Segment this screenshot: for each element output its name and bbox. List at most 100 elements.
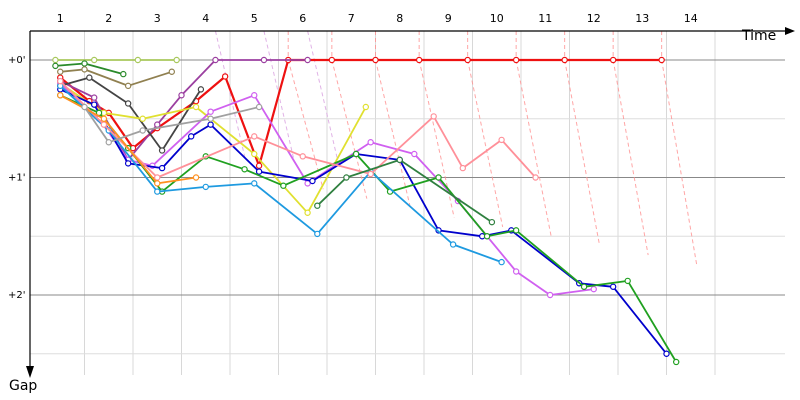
series-point	[168, 68, 175, 75]
series-point	[624, 277, 631, 285]
series-point	[207, 121, 214, 128]
series-line	[60, 68, 173, 87]
series-point	[498, 136, 505, 144]
y-axis-title: Gap	[9, 378, 37, 394]
series-point	[100, 121, 108, 128]
x-tick-label: 10	[490, 12, 504, 25]
dashed-connector	[375, 59, 411, 209]
series-point	[192, 103, 200, 111]
series-point	[430, 113, 437, 120]
x-tick-label: 13	[635, 12, 649, 25]
series-point	[411, 150, 418, 158]
x-tick-label: 4	[202, 12, 209, 25]
series-point	[255, 168, 263, 175]
series-point	[590, 285, 597, 293]
series-point	[86, 74, 93, 81]
x-tick-label: 3	[154, 12, 161, 25]
series-point	[532, 174, 539, 181]
series-point	[105, 139, 112, 146]
series-point	[124, 160, 132, 167]
series-line	[59, 82, 367, 214]
series-point	[241, 166, 248, 173]
series-point	[314, 202, 321, 209]
series-point	[372, 56, 379, 64]
series-point	[464, 56, 471, 64]
dashed-connector	[515, 59, 552, 237]
series-line	[59, 94, 677, 363]
series-point	[260, 56, 268, 64]
labels: Time Gap +0'+1'+2'1 2 3 4 5 6 7 8 9 10 11 12 13 14	[8, 12, 776, 394]
series-line	[55, 62, 124, 75]
series-point	[251, 92, 258, 99]
series-point	[178, 92, 185, 99]
series-point	[512, 56, 520, 64]
dashed-connector	[287, 59, 324, 190]
series-point	[609, 283, 617, 290]
series-point	[52, 62, 59, 70]
series-point	[154, 121, 161, 128]
series-point	[658, 56, 665, 64]
y-tick-label: +0'	[8, 55, 26, 66]
series-point	[192, 174, 200, 181]
series-point	[202, 183, 209, 191]
series-point	[81, 60, 88, 67]
series-point	[280, 182, 287, 189]
y-tick-label: +2'	[8, 290, 26, 301]
series-point	[396, 156, 403, 164]
y-tick-label: +1'	[8, 173, 26, 184]
series-point	[304, 209, 311, 216]
series-point	[459, 164, 466, 172]
series-point	[352, 150, 360, 158]
x-tick-label: 1	[57, 12, 64, 25]
series-point	[435, 174, 442, 181]
series-line	[59, 85, 502, 263]
x-axis-title: Time	[741, 28, 776, 44]
series-line	[59, 58, 662, 167]
series-point	[609, 56, 617, 64]
series-point	[488, 218, 496, 226]
dashed-connector	[612, 59, 649, 256]
series-point	[90, 56, 98, 64]
series-point	[328, 56, 336, 64]
series-line	[59, 59, 308, 161]
dashed-connector	[467, 59, 504, 227]
series-lines	[52, 56, 680, 366]
series-point	[81, 103, 88, 111]
dashed-connector	[564, 59, 601, 246]
series-point	[57, 92, 64, 99]
series-point	[483, 233, 491, 240]
series-point	[139, 127, 146, 134]
series-point	[449, 241, 457, 248]
series-point	[154, 188, 161, 195]
time-axis-arrow	[785, 27, 795, 35]
series-point	[367, 170, 374, 178]
axes	[26, 27, 795, 378]
series-point	[251, 133, 258, 140]
series-point	[52, 56, 59, 64]
series-point	[673, 358, 680, 366]
series-point	[81, 66, 88, 73]
x-tick-label: 11	[538, 12, 552, 25]
x-tick-label: 14	[684, 12, 698, 25]
series-point	[124, 100, 132, 107]
series-point	[512, 268, 520, 275]
series-point	[251, 180, 258, 187]
x-tick-label: 7	[348, 12, 355, 25]
x-tick-label: 5	[251, 12, 258, 25]
dashed-connector	[214, 30, 246, 160]
series-point	[57, 68, 64, 75]
series-point	[154, 180, 161, 187]
series-point	[139, 115, 146, 122]
series-point	[197, 86, 205, 93]
series-point	[173, 56, 180, 64]
series-point	[251, 150, 258, 158]
series-point	[124, 82, 132, 90]
series-point	[580, 283, 588, 290]
series-point	[415, 56, 423, 64]
series-point	[561, 56, 568, 64]
series-point	[207, 115, 214, 122]
series-point	[512, 227, 520, 234]
x-tick-label: 6	[299, 12, 306, 25]
dashed-connector	[307, 30, 339, 160]
